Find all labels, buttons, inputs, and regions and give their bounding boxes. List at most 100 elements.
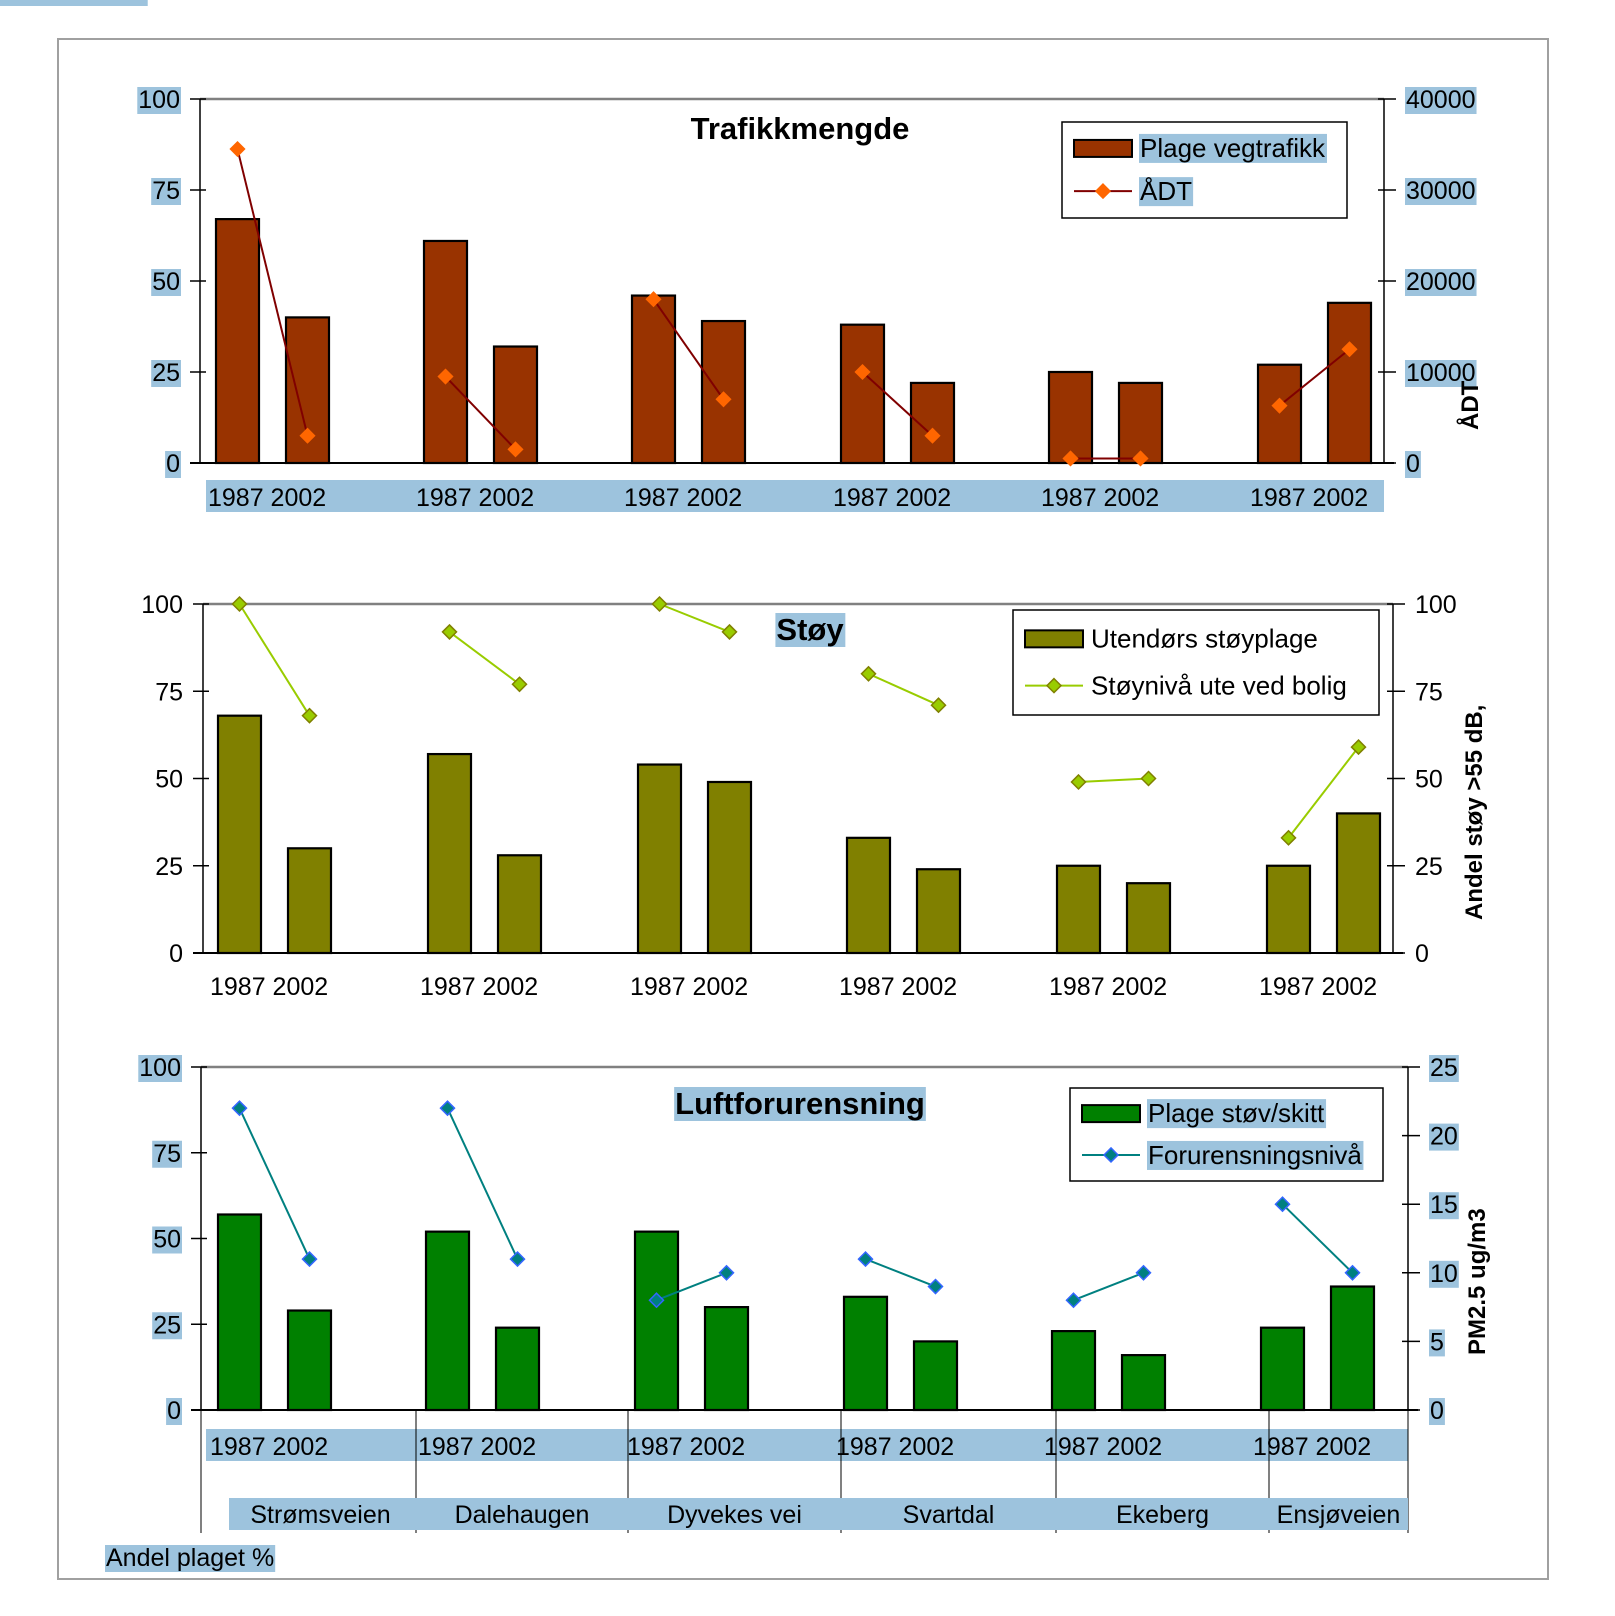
x-group-label: 1987 2002 [1250, 484, 1368, 512]
right-tick-label: 20 [1430, 1123, 1458, 1151]
bar-2002-1 [496, 854, 543, 955]
line-point-marker [924, 427, 941, 444]
legend-bar-swatch [1073, 138, 1133, 158]
x-group-label: 1987 2002 [210, 1433, 328, 1461]
left-tick-label-highlight [152, 1140, 182, 1168]
x-group-label: 1987 2002 [208, 484, 326, 512]
line-point-marker [715, 391, 732, 408]
line-point-marker [511, 676, 528, 693]
right-tick-label-highlight [1429, 1329, 1445, 1357]
bar-2002-4 [1125, 882, 1172, 955]
bar-1987-1 [426, 752, 473, 955]
line-point-marker [1070, 773, 1087, 791]
line-point-marker [299, 427, 316, 444]
left-tick-label-highlight [152, 1226, 182, 1254]
x-group-label: 1987 2002 [1044, 1433, 1162, 1461]
line-point-marker [1271, 397, 1288, 414]
series-line-segment [1073, 1271, 1144, 1302]
series-line-segment [446, 1107, 519, 1260]
chart-panel-2: 0 25 50 75 100 0 5 10 15 20 25 Luftforurensning 1987… [0, 0, 1491, 1461]
bar-1987-2 [630, 294, 677, 465]
right-tick-label: 30000 [1406, 177, 1476, 205]
bar-1987-2 [633, 1230, 680, 1412]
bar-2002-3 [915, 868, 962, 955]
x-group-label: 1987 2002 [1041, 484, 1159, 512]
line-point-marker [441, 623, 458, 640]
right-tick-label-highlight [1405, 360, 1477, 387]
footer-label-highlight [105, 1545, 276, 1572]
right-tick-label-highlight [1429, 1192, 1459, 1220]
bar-2002-0 [286, 847, 333, 955]
right-tick-label-highlight [1429, 1260, 1459, 1288]
line-point-marker [1274, 1196, 1291, 1213]
legend-label-bars-highlight [1147, 1099, 1327, 1129]
line-point-marker [718, 1264, 735, 1281]
bar-2002-5 [1326, 301, 1373, 465]
line-point-marker [651, 595, 668, 613]
line-point-marker [1341, 341, 1358, 358]
left-tick-label-highlight [151, 269, 181, 296]
line-point-marker [927, 1278, 944, 1295]
right-tick-label-highlight [1405, 451, 1421, 478]
location-label: Dyvekes vei [667, 1501, 802, 1529]
legend-bar-swatch [1081, 1104, 1141, 1124]
bar-2002-4 [1117, 381, 1164, 465]
x-group-label: 1987 2002 [836, 1433, 954, 1461]
chart-title: Luftforurensning [675, 1086, 925, 1121]
bar-1987-5 [1259, 1326, 1306, 1412]
bar-1987-2 [636, 763, 683, 955]
left-tick-label: 25 [155, 853, 183, 881]
left-tick-label: 75 [153, 1140, 181, 1168]
right-tick-label: 25 [1415, 853, 1443, 881]
right-tick-label-highlight [1405, 87, 1477, 114]
series-line-segment [448, 631, 521, 686]
right-tick-label: 0 [1430, 1397, 1444, 1425]
line-point-marker [1062, 450, 1079, 467]
line-point-marker [301, 1251, 318, 1268]
bar-1987-1 [422, 239, 469, 465]
right-tick-label: 15 [1430, 1191, 1458, 1219]
bar-2002-2 [706, 780, 753, 955]
x-group-label: 1987 2002 [418, 1433, 536, 1461]
figure-frame [57, 38, 1549, 1580]
location-label: Strømsveien [250, 1501, 390, 1529]
right-tick-label: 20000 [1406, 268, 1476, 296]
left-tick-label: 0 [169, 940, 183, 968]
legend-bar-swatch [1024, 629, 1084, 649]
left-tick-label: 100 [141, 591, 183, 619]
legend-marker [1094, 183, 1112, 200]
series-line-segment [861, 371, 934, 437]
x-group-label: 1987 2002 [1253, 1433, 1371, 1461]
left-tick-label-highlight [137, 87, 181, 114]
left-tick-label: 100 [138, 86, 180, 114]
right-tick-label-highlight [1429, 1398, 1445, 1425]
right-tick-label-highlight [1429, 1055, 1459, 1082]
line-point-marker [645, 291, 662, 308]
right-tick-label-highlight [1429, 1123, 1459, 1151]
x-label-row-highlight [206, 480, 1384, 512]
right-axis-title: PM2.5 ug/m3 [1464, 1208, 1491, 1355]
location-label: Ekeberg [1116, 1501, 1209, 1529]
legend-label-bars: Utendørs støyplage [1091, 623, 1318, 653]
bar-2002-0 [286, 1309, 333, 1412]
line-point-marker [1065, 1292, 1082, 1309]
line-point-marker [860, 665, 877, 682]
bar-1987-0 [216, 1213, 263, 1412]
line-point-marker [231, 1100, 248, 1117]
line-point-marker [229, 140, 246, 158]
left-tick-label: 50 [152, 268, 180, 296]
series-line-segment [656, 1271, 727, 1302]
bar-1987-3 [842, 1295, 889, 1412]
legend-label-bars: Plage vegtrafikk [1140, 133, 1326, 163]
line-point-marker [721, 623, 738, 640]
line-point-marker [439, 1100, 456, 1117]
x-label-row-highlight [206, 1429, 1408, 1461]
right-tick-label: 0 [1406, 450, 1420, 478]
left-tick-label-highlight [165, 451, 181, 478]
series-line-segment [238, 603, 311, 717]
right-tick-label: 100 [1415, 591, 1457, 619]
x-group-label: 1987 2002 [630, 973, 748, 1001]
left-tick-label: 50 [153, 1226, 181, 1254]
series-line-segment [1078, 777, 1149, 783]
